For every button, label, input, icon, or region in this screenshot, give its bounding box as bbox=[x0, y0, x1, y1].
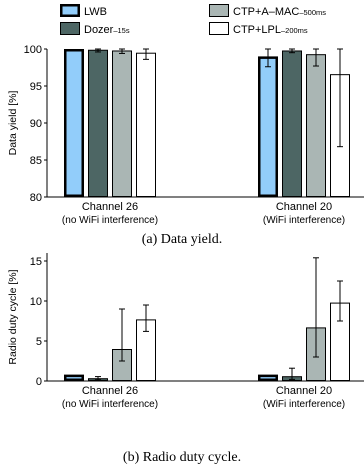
bar bbox=[64, 49, 84, 197]
y-axis-label: Radio duty cycle [%] bbox=[7, 269, 19, 364]
bar bbox=[258, 374, 278, 382]
legend-name: Dozer bbox=[84, 24, 114, 36]
y-tick-label: 5 bbox=[36, 336, 42, 348]
legend-swatch bbox=[209, 4, 229, 17]
bar bbox=[282, 50, 302, 198]
x-tick-label: Channel 20 bbox=[276, 201, 332, 213]
chart-caption: (a) Data yield. bbox=[142, 232, 222, 247]
bar bbox=[64, 374, 84, 382]
bar bbox=[306, 54, 326, 198]
y-tick-label: 85 bbox=[30, 155, 42, 167]
bar bbox=[136, 52, 156, 198]
x-tick-sublabel: (WiFi interference) bbox=[263, 215, 345, 226]
y-tick-label: 0 bbox=[36, 376, 42, 388]
chart-radio-duty-cycle: 0 5 10 15 Radio duty cycle [%] Channel 26 (no … bbox=[7, 253, 364, 465]
chart-data-yield: 80 85 90 95 100 Data yield [%] Channel 26 (no W… bbox=[7, 44, 364, 247]
legend-suffix: –15s bbox=[113, 26, 130, 35]
legend-swatch bbox=[209, 22, 229, 35]
legend: LWB Dozer–15s CTP+A–MAC–500ms CTP+LPL–200ms bbox=[60, 4, 326, 36]
x-tick-sublabel: (no WiFi interference) bbox=[62, 215, 158, 226]
legend-name: LWB bbox=[84, 6, 107, 18]
y-tick-label: 90 bbox=[30, 118, 42, 130]
bar bbox=[258, 56, 278, 198]
y-axis-label: Data yield [%] bbox=[7, 91, 19, 156]
x-tick-sublabel: (no WiFi interference) bbox=[62, 399, 158, 410]
legend-suffix: –200ms bbox=[281, 26, 308, 35]
y-tick-label: 100 bbox=[24, 44, 42, 56]
legend-label: CTP+LPL–200ms bbox=[233, 24, 308, 36]
y-tick-label: 80 bbox=[30, 192, 42, 204]
y-tick-label: 15 bbox=[30, 256, 42, 268]
y-tick-label: 10 bbox=[30, 296, 42, 308]
legend-suffix: –500ms bbox=[299, 8, 326, 17]
chart-caption: (b) Radio duty cycle. bbox=[123, 450, 241, 465]
x-tick-sublabel: (WiFi interference) bbox=[263, 399, 345, 410]
legend-label: LWB bbox=[84, 6, 107, 18]
legend-name: CTP+A–MAC bbox=[233, 6, 299, 18]
y-tick-label: 95 bbox=[30, 81, 42, 93]
legend-label: Dozer–15s bbox=[84, 24, 130, 36]
legend-name: CTP+LPL bbox=[233, 24, 281, 36]
legend-swatch bbox=[60, 22, 80, 35]
x-tick-label: Channel 20 bbox=[276, 385, 332, 397]
bar bbox=[112, 50, 132, 198]
legend-label: CTP+A–MAC–500ms bbox=[233, 6, 326, 18]
bar bbox=[88, 49, 108, 197]
x-tick-label: Channel 26 bbox=[82, 201, 138, 213]
legend-swatch bbox=[60, 4, 80, 17]
x-tick-label: Channel 26 bbox=[82, 385, 138, 397]
